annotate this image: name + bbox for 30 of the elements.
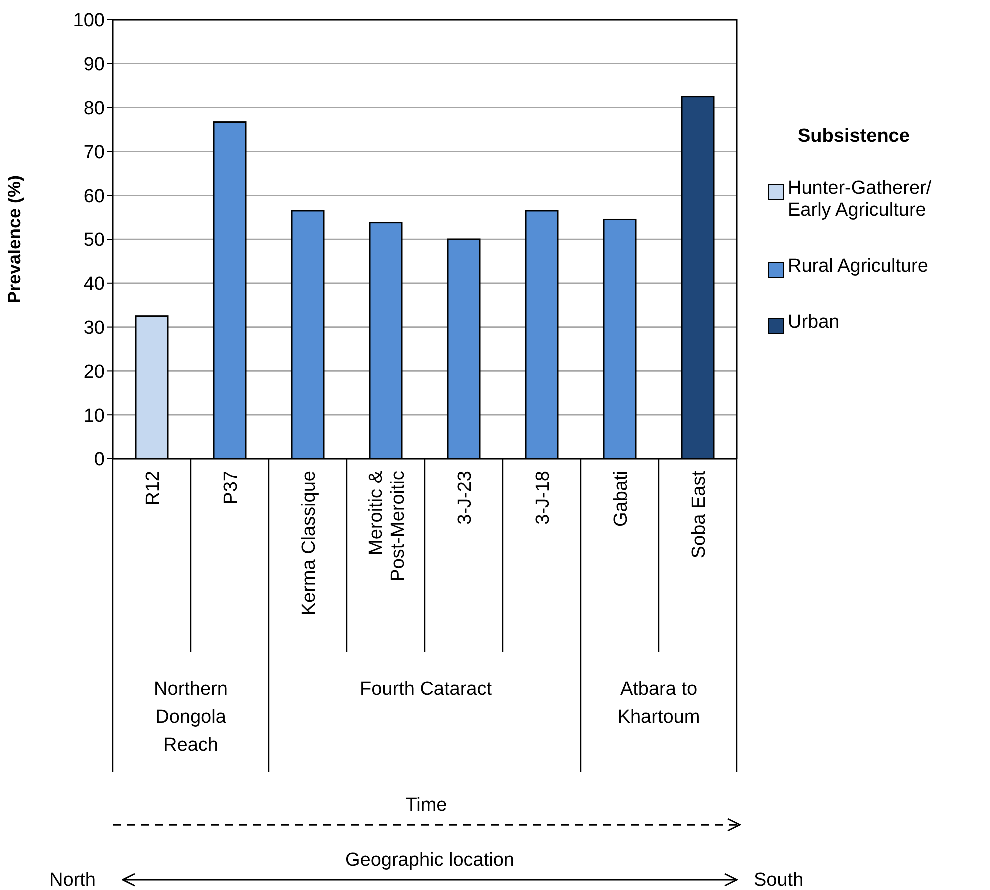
x-tick-label: P37 bbox=[221, 471, 242, 505]
x-tick-label: Meroitic & Post-Meroitic bbox=[366, 470, 409, 582]
text: Fourth Cataract bbox=[360, 678, 492, 702]
legend-label: Rural Agriculture bbox=[788, 256, 930, 278]
legend-title: Subsistence bbox=[798, 126, 911, 148]
x-tick-label: Soba East bbox=[689, 470, 710, 559]
x-tick-label: Kerma Classique bbox=[299, 471, 320, 616]
text: Northern Dongola Reach bbox=[153, 678, 229, 758]
x-tick-label: Gabati bbox=[611, 471, 632, 527]
y-tick-label: 100 bbox=[73, 10, 105, 32]
y-tick-label: 90 bbox=[84, 54, 105, 76]
y-tick-label: 0 bbox=[94, 450, 105, 471]
legend-label: Hunter-Gatherer/ Early Agriculture bbox=[788, 178, 933, 222]
x-tick-label: 3-J-23 bbox=[455, 471, 476, 525]
x-tick-label: 3-J-18 bbox=[533, 471, 554, 525]
legend-label: Urban bbox=[788, 312, 841, 334]
x-tick-label: R12 bbox=[143, 471, 164, 506]
y-tick-label: 60 bbox=[84, 186, 105, 208]
y-tick-label: 20 bbox=[84, 362, 105, 383]
y-tick-label: 40 bbox=[84, 274, 105, 296]
text: Atbara to Khartoum bbox=[616, 678, 702, 730]
y-tick-label: 80 bbox=[84, 98, 105, 120]
y-tick-label: 30 bbox=[84, 318, 105, 340]
y-tick-label: 70 bbox=[84, 142, 105, 164]
text: North bbox=[50, 870, 96, 890]
y-tick-label: 50 bbox=[84, 230, 105, 252]
text: Time bbox=[406, 795, 448, 816]
text: Geographic location bbox=[346, 850, 514, 871]
y-tick-label: 10 bbox=[84, 406, 105, 427]
text: South bbox=[754, 870, 804, 890]
